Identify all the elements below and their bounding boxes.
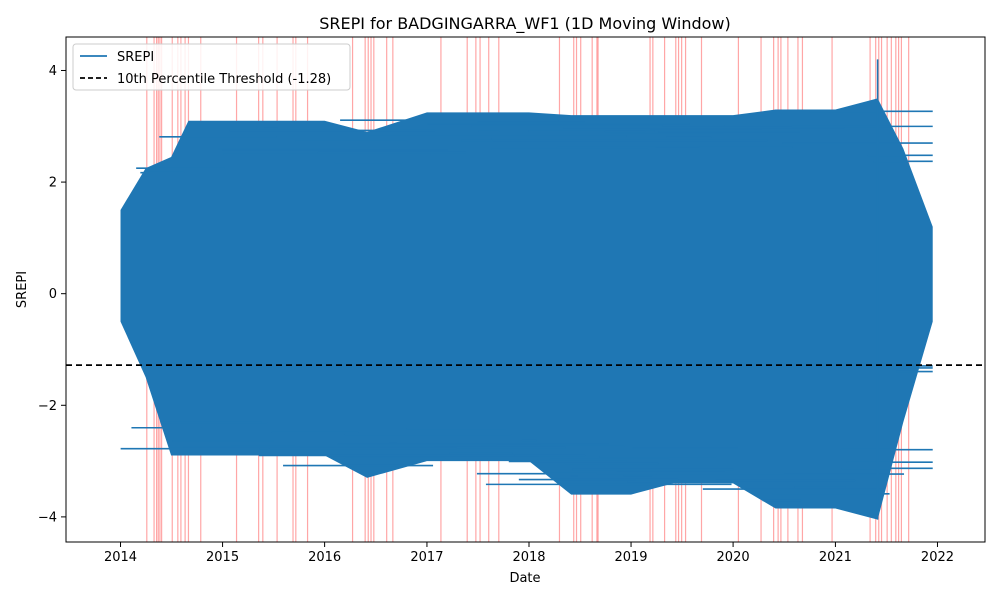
x-tick-label: 2021 [819, 550, 852, 565]
legend-threshold-label: 10th Percentile Threshold (-1.28) [117, 72, 331, 87]
x-tick-label: 2016 [308, 550, 341, 565]
chart-title: SREPI for BADGINGARRA_WF1 (1D Moving Win… [319, 14, 730, 34]
y-tick-label: 4 [49, 64, 57, 79]
x-tick-label: 2022 [921, 550, 954, 565]
y-tick-label: −4 [38, 510, 57, 525]
y-axis-label: SREPI [15, 271, 30, 308]
x-tick-label: 2019 [614, 550, 647, 565]
x-axis: 2014 2015 2016 2017 2018 2019 2020 2021 2022 [104, 542, 954, 565]
x-tick-label: 2020 [717, 550, 750, 565]
series-layer [120, 59, 933, 520]
x-tick-label: 2015 [206, 550, 239, 565]
x-axis-label: Date [509, 571, 540, 586]
legend-box [72, 43, 351, 91]
x-tick-label: 2017 [410, 550, 443, 565]
y-axis: −4 −2 0 2 4 [38, 64, 66, 525]
y-tick-label: 2 [49, 176, 57, 191]
legend-srepi-label: SREPI [117, 50, 154, 65]
x-tick-label: 2014 [104, 550, 137, 565]
srepi-series-fill [120, 98, 933, 520]
x-tick-label: 2018 [512, 550, 545, 565]
y-tick-label: 0 [49, 287, 57, 302]
y-tick-label: −2 [38, 399, 57, 414]
plot-frame [65, 36, 986, 543]
legend: SREPI 10th Percentile Threshold (-1.28) [72, 43, 351, 91]
